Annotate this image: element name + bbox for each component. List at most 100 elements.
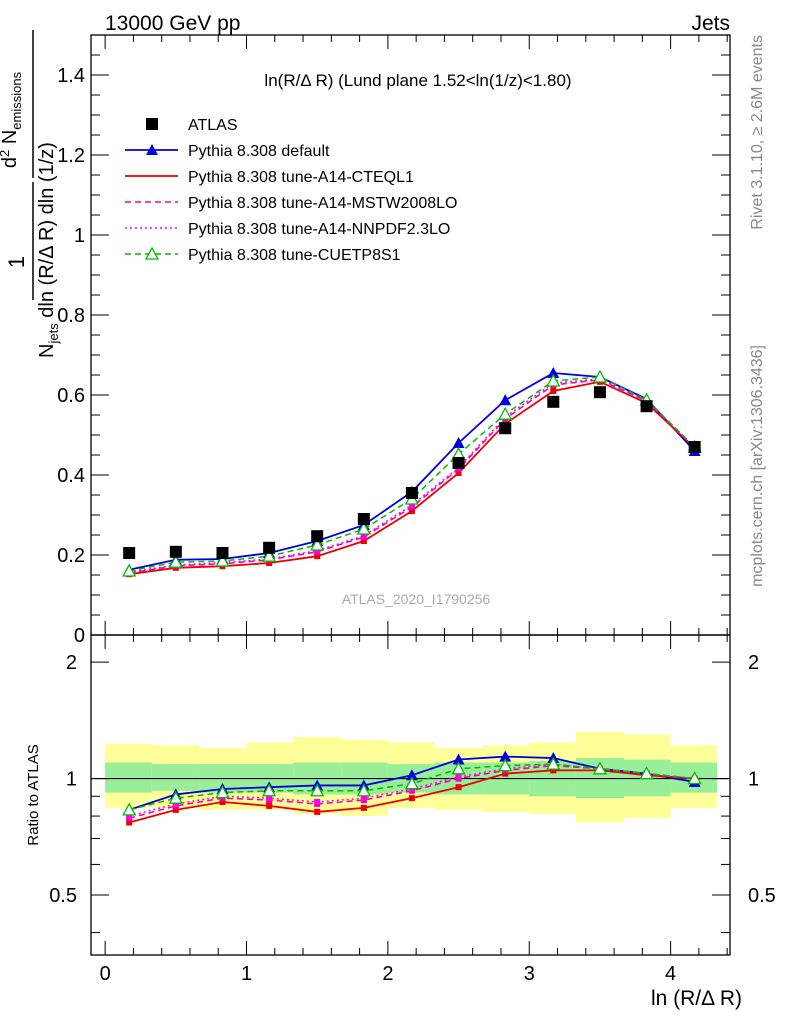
data-point (262, 548, 277, 562)
data-point (546, 756, 561, 770)
data-point (216, 547, 229, 559)
legend-label: Pythia 8.308 default (188, 143, 330, 160)
data-point (172, 806, 179, 813)
main-y-tick-label: 1 (74, 225, 85, 247)
legend-label: Pythia 8.308 tune-A14-NNPDF2.3LO (188, 221, 450, 238)
data-point (215, 553, 230, 567)
data-point (455, 773, 462, 780)
y-label-numerator-d2n: d2 Nemissions (0, 71, 24, 168)
data-point (266, 802, 273, 809)
y-label-numerator-one: 1 (4, 256, 29, 268)
axes-layer: 0 1 2 3 4 0 0.2 0.4 0.6 0.8 1 1.2 1.4 0.5 0.5 1 1 2 2 (49, 34, 776, 985)
legend-label: Pythia 8.308 tune-CUETP8S1 (188, 247, 401, 264)
data-point (357, 513, 370, 525)
analysis-watermark: ATLAS_2020_I1790256 (342, 591, 491, 607)
x-tick-label: 4 (665, 963, 676, 985)
ratio-y-axis-label: Ratio to ATLAS (25, 744, 42, 845)
data-point (360, 804, 367, 811)
data-point (498, 406, 513, 420)
data-point (451, 761, 466, 775)
data-point (592, 761, 608, 775)
data-point (498, 758, 513, 772)
data-point (172, 800, 179, 807)
data-point (408, 502, 415, 508)
data-point (219, 798, 226, 805)
data-point (168, 554, 183, 568)
x-tick-label: 0 (100, 963, 111, 985)
data-point (452, 753, 465, 765)
series-line (129, 380, 696, 576)
data-point (546, 373, 561, 387)
data-point (499, 422, 512, 435)
ratio-y-tick-label-left: 0.5 (49, 885, 77, 907)
ratio-y-tick-label-left: 1 (66, 769, 77, 791)
data-point (123, 547, 136, 559)
main-y-tick-label: 0 (74, 625, 85, 647)
x-tick-label: 2 (382, 963, 393, 985)
data-point (550, 767, 557, 774)
mcplots-label: mcplots.cern.ch [arXiv:1306.3436] (749, 345, 766, 587)
data-point (126, 819, 133, 826)
series-line (128, 372, 696, 571)
legend-label: ATLAS (188, 117, 238, 134)
rivet-version-label: Rivet 3.1.10, ≥ 2.6M events (749, 35, 766, 230)
data-point (687, 771, 702, 785)
data-point (314, 808, 321, 815)
data-point (547, 395, 560, 408)
data-point (688, 441, 701, 453)
data-point (452, 437, 465, 448)
data-point (314, 553, 321, 560)
data-point (356, 783, 371, 797)
process-label: Jets (691, 12, 730, 35)
main-series-pythia-8-308-default (123, 367, 701, 575)
data-point (452, 457, 465, 469)
data-point (266, 795, 273, 802)
data-point (360, 538, 367, 544)
data-point (592, 369, 608, 383)
data-point (455, 784, 462, 791)
main-y-tick-label: 1.4 (57, 65, 85, 87)
data-point (404, 776, 420, 790)
series-line (129, 376, 696, 572)
data-point (455, 470, 462, 476)
legend-entry: Pythia 8.308 tune-A14-CTEQL1 (125, 169, 414, 186)
data-point (215, 785, 230, 799)
series-layer (122, 367, 702, 826)
data-point (360, 795, 367, 802)
data-point (408, 508, 415, 514)
data-point (310, 537, 325, 551)
main-y-tick-label: 0.4 (57, 465, 85, 487)
data-point (550, 388, 557, 394)
x-tick-label: 3 (524, 963, 535, 985)
data-point (405, 769, 418, 781)
uncertainty-inner-band-bin (105, 762, 152, 793)
main-series-atlas (123, 386, 701, 559)
main-plot-frame (90, 34, 731, 636)
data-point (144, 246, 160, 260)
data-point (502, 770, 509, 777)
data-point (122, 563, 137, 577)
main-series-pythia-8-308-tune-a14-nnpdf2-3lo (126, 376, 698, 576)
data-point (547, 367, 560, 378)
main-series-pythia-8-308-tune-a14-cteql1 (126, 378, 698, 578)
data-point (356, 521, 371, 535)
data-point (499, 750, 512, 762)
ratio-y-tick-label-left: 2 (66, 652, 77, 674)
legend-entry: Pythia 8.308 tune-A14-MSTW2008LO (125, 195, 457, 212)
data-point (640, 400, 653, 413)
energy-label: 13000 GeV pp (105, 12, 240, 35)
ratio-series-pythia-8-308-tune-cuetp8s1 (122, 756, 702, 816)
data-point (169, 545, 182, 558)
main-y-tick-label: 0.2 (57, 545, 85, 567)
data-point (639, 766, 654, 780)
series-line (129, 378, 696, 573)
data-point (314, 798, 321, 805)
main-series-pythia-8-308-tune-cuetp8s1 (122, 369, 702, 577)
ratio-y-tick-label-right: 0.5 (748, 885, 776, 907)
main-y-tick-label: 1.2 (57, 145, 85, 167)
data-point (310, 783, 325, 797)
data-point (168, 790, 183, 804)
legend-entry: Pythia 8.308 default (125, 143, 330, 160)
ratio-plot-frame (90, 634, 731, 956)
